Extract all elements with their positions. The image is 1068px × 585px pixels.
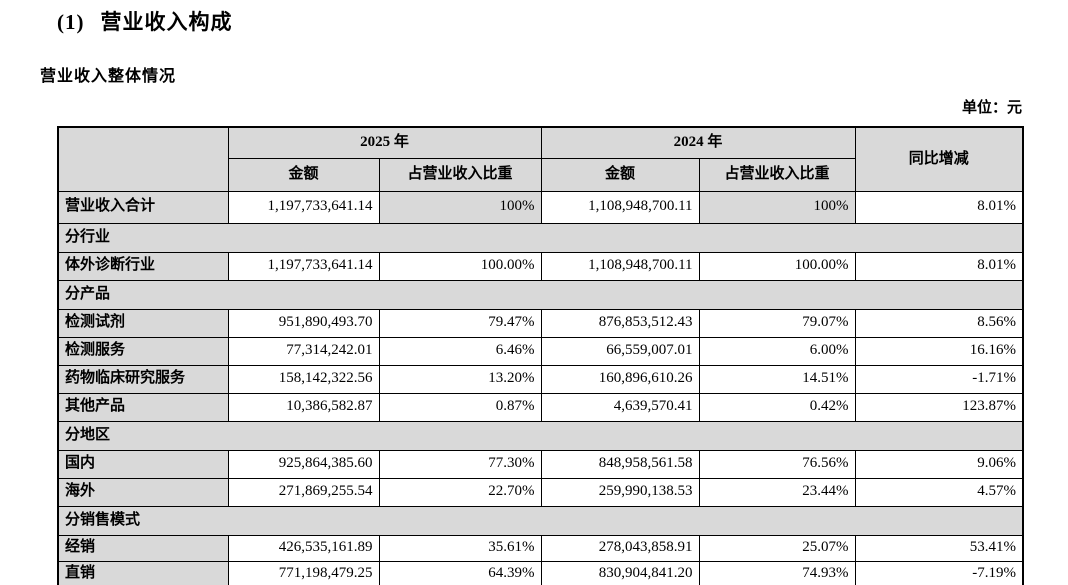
revenue-composition-table: 2025 年 2024 年 同比增减 金额 占营业收入比重 金额 占营业收入比重… (57, 126, 1025, 585)
section-label: 分销售模式 (57, 505, 1024, 536)
row-label: 经销 (57, 534, 229, 562)
table-row: 检测服务 77,314,242.01 6.46% 66,559,007.01 6… (57, 336, 1024, 366)
amount-2025-cell: 925,864,385.60 (227, 449, 380, 479)
yoy-cell: 123.87% (854, 392, 1024, 422)
amount-2024-header: 金额 (540, 157, 700, 192)
ratio-2024-cell: 100.00% (698, 251, 856, 281)
row-label: 国内 (57, 449, 229, 479)
amount-2025-cell: 158,142,322.56 (227, 364, 380, 394)
amount-2024-cell: 160,896,610.26 (540, 364, 700, 394)
amount-2025-cell: 426,535,161.89 (227, 534, 380, 562)
table-row: 药物临床研究服务 158,142,322.56 13.20% 160,896,6… (57, 364, 1024, 394)
ratio-2024-cell: 14.51% (698, 364, 856, 394)
section-label: 分地区 (57, 420, 1024, 451)
table-row: 国内 925,864,385.60 77.30% 848,958,561.58 … (57, 449, 1024, 479)
table-row-total: 营业收入合计 1,197,733,641.14 100% 1,108,948,7… (57, 190, 1024, 224)
yoy-cell: 4.57% (854, 477, 1024, 507)
table-row: 检测试剂 951,890,493.70 79.47% 876,853,512.4… (57, 308, 1024, 338)
heading-text: 营业收入构成 (100, 10, 233, 34)
ratio-2025-header: 占营业收入比重 (378, 157, 542, 192)
section-heading: (1) 营业收入构成 (57, 6, 233, 36)
ratio-2024-header: 占营业收入比重 (698, 157, 856, 192)
ratio-2025-cell: 22.70% (378, 477, 542, 507)
table-subtitle: 营业收入整体情况 (40, 68, 177, 85)
table-row: 其他产品 10,386,582.87 0.87% 4,639,570.41 0.… (57, 392, 1024, 422)
row-label: 检测试剂 (57, 308, 229, 338)
year-2025-header: 2025 年 (227, 126, 542, 159)
ratio-2025-cell: 100% (378, 190, 542, 224)
ratio-2024-cell: 74.93% (698, 560, 856, 585)
year-2024-header: 2024 年 (540, 126, 856, 159)
amount-2024-cell: 1,108,948,700.11 (540, 190, 700, 224)
amount-2025-header: 金额 (227, 157, 380, 192)
ratio-2025-cell: 0.87% (378, 392, 542, 422)
row-label: 药物临床研究服务 (57, 364, 229, 394)
yoy-header: 同比增减 (854, 126, 1024, 192)
yoy-cell: 8.01% (854, 251, 1024, 281)
amount-2024-cell: 4,639,570.41 (540, 392, 700, 422)
amount-2025-cell: 1,197,733,641.14 (227, 190, 380, 224)
ratio-2025-cell: 13.20% (378, 364, 542, 394)
ratio-2025-cell: 6.46% (378, 336, 542, 366)
row-label: 检测服务 (57, 336, 229, 366)
amount-2025-cell: 77,314,242.01 (227, 336, 380, 366)
yoy-cell: 8.56% (854, 308, 1024, 338)
ratio-2024-cell: 76.56% (698, 449, 856, 479)
row-label: 营业收入合计 (57, 190, 229, 224)
ratio-2024-cell: 100% (698, 190, 856, 224)
ratio-2024-cell: 23.44% (698, 477, 856, 507)
amount-2024-cell: 848,958,561.58 (540, 449, 700, 479)
ratio-2025-cell: 100.00% (378, 251, 542, 281)
table-row: 海外 271,869,255.54 22.70% 259,990,138.53 … (57, 477, 1024, 507)
row-label: 直销 (57, 560, 229, 585)
amount-2025-cell: 271,869,255.54 (227, 477, 380, 507)
heading-number: (1) (57, 10, 85, 34)
row-label: 海外 (57, 477, 229, 507)
section-row-region: 分地区 (57, 420, 1024, 451)
amount-2024-cell: 278,043,858.91 (540, 534, 700, 562)
yoy-cell: -1.71% (854, 364, 1024, 394)
section-row-industry: 分行业 (57, 222, 1024, 253)
corner-header-cell (57, 126, 229, 192)
amount-2024-cell: 830,904,841.20 (540, 560, 700, 585)
row-label: 其他产品 (57, 392, 229, 422)
amount-2024-cell: 1,108,948,700.11 (540, 251, 700, 281)
table-header-row-measures: 金额 占营业收入比重 金额 占营业收入比重 (58, 157, 1023, 192)
yoy-cell: 53.41% (854, 534, 1024, 562)
amount-2025-cell: 1,197,733,641.14 (227, 251, 380, 281)
unit-label: 单位：元 (961, 100, 1022, 116)
yoy-cell: 8.01% (854, 190, 1024, 224)
table-header-row-years: 2025 年 2024 年 同比增减 (57, 126, 1024, 192)
ratio-2025-cell: 35.61% (378, 534, 542, 562)
yoy-cell: -7.19% (854, 560, 1024, 585)
amount-2025-cell: 771,198,479.25 (227, 560, 380, 585)
section-row-product: 分产品 (57, 279, 1024, 310)
yoy-cell: 9.06% (854, 449, 1024, 479)
section-row-sales-mode: 分销售模式 (57, 505, 1024, 536)
ratio-2025-cell: 77.30% (378, 449, 542, 479)
ratio-2024-cell: 25.07% (698, 534, 856, 562)
ratio-2025-cell: 79.47% (378, 308, 542, 338)
row-label: 体外诊断行业 (57, 251, 229, 281)
ratio-2024-cell: 79.07% (698, 308, 856, 338)
table-row: 直销 771,198,479.25 64.39% 830,904,841.20 … (57, 560, 1024, 585)
amount-2024-cell: 259,990,138.53 (540, 477, 700, 507)
ratio-2024-cell: 6.00% (698, 336, 856, 366)
yoy-cell: 16.16% (854, 336, 1024, 366)
table-row: 经销 426,535,161.89 35.61% 278,043,858.91 … (57, 534, 1024, 562)
amount-2025-cell: 10,386,582.87 (227, 392, 380, 422)
amount-2024-cell: 876,853,512.43 (540, 308, 700, 338)
ratio-2025-cell: 64.39% (378, 560, 542, 585)
amount-2025-cell: 951,890,493.70 (227, 308, 380, 338)
table-row: 体外诊断行业 1,197,733,641.14 100.00% 1,108,94… (57, 251, 1024, 281)
section-label: 分行业 (57, 222, 1024, 253)
section-label: 分产品 (57, 279, 1024, 310)
amount-2024-cell: 66,559,007.01 (540, 336, 700, 366)
ratio-2024-cell: 0.42% (698, 392, 856, 422)
